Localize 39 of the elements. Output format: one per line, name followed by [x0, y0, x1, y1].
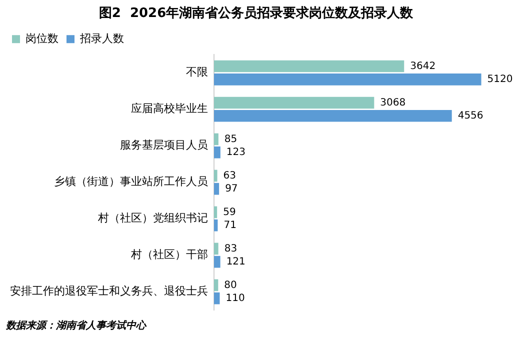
bar — [214, 96, 374, 109]
data-label: 123 — [226, 146, 246, 158]
bar — [214, 219, 218, 232]
data-label: 121 — [226, 256, 246, 268]
y-tick-label: 不限 — [186, 66, 208, 79]
source-note: 数据来源：湖南省人事考试中心 — [5, 320, 147, 332]
y-tick-label: 应届高校毕业生 — [131, 102, 208, 116]
legend-label: 岗位数 — [26, 32, 58, 45]
bar — [214, 133, 218, 146]
data-label: 5120 — [487, 74, 513, 86]
data-label: 71 — [224, 220, 236, 231]
data-label: 83 — [224, 243, 238, 254]
data-label: 80 — [224, 280, 237, 291]
data-label: 63 — [223, 170, 236, 182]
data-label: 3068 — [380, 97, 406, 108]
data-label: 3642 — [410, 60, 436, 72]
bar — [214, 146, 220, 158]
bar — [214, 292, 220, 304]
bar — [214, 74, 482, 86]
y-tick-label: 服务基层项目人员 — [120, 138, 208, 152]
y-tick-label: 村（社区）干部 — [130, 248, 208, 262]
bar — [214, 60, 404, 72]
data-label: 110 — [226, 292, 245, 304]
y-tick-label: 安排工作的退役军士和义务兵、退役士兵 — [10, 284, 208, 298]
bar — [214, 182, 220, 195]
y-tick-label: 乡镇（街道）事业站所工作人员 — [54, 175, 208, 188]
y-tick-label: 村（社区）党组织书记 — [97, 212, 208, 225]
data-label: 97 — [225, 183, 238, 194]
legend-label: 招录人数 — [79, 32, 124, 45]
bar — [214, 256, 220, 268]
data-label: 85 — [224, 134, 238, 145]
data-label: 4556 — [458, 110, 484, 122]
data-label: 59 — [223, 206, 236, 218]
bar — [214, 110, 452, 122]
bar — [214, 242, 218, 255]
bar — [214, 206, 218, 218]
bar — [214, 279, 218, 292]
bar — [214, 170, 218, 182]
chart-title: 图2 2026年湖南省公务员招录要求岗位数及招录人数 — [98, 5, 414, 22]
